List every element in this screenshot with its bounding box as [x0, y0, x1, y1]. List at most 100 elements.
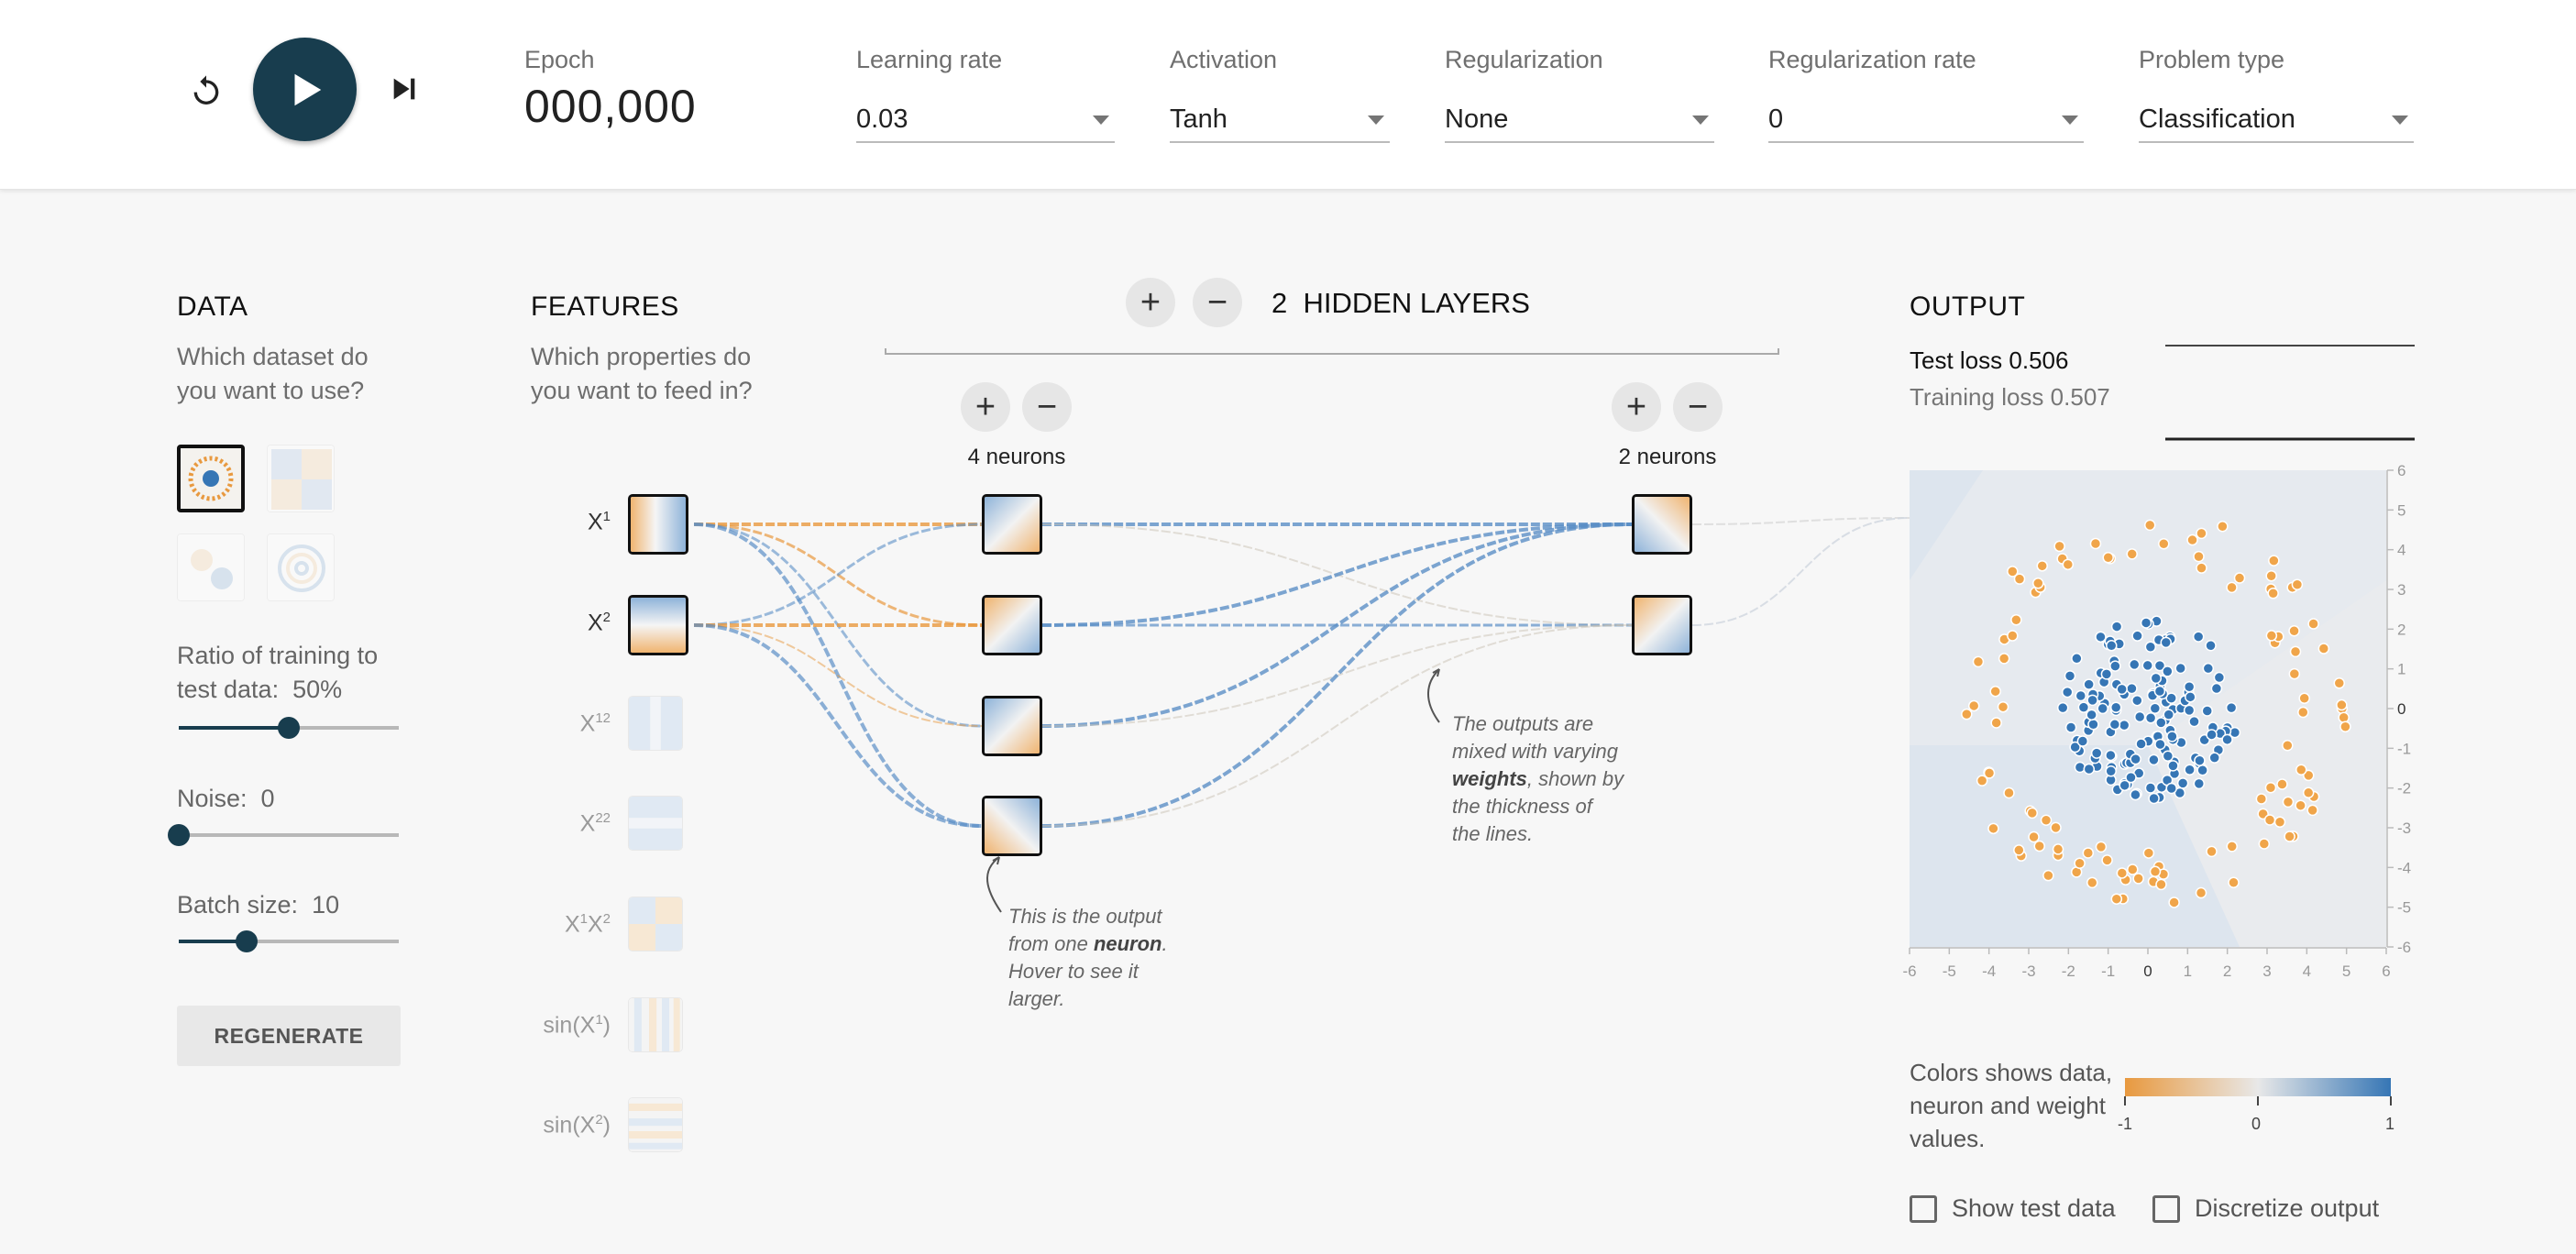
data-point [2131, 630, 2143, 642]
weight-link[interactable] [693, 522, 983, 627]
hidden-neuron-layer1[interactable] [982, 796, 1042, 856]
weight-link[interactable] [693, 522, 983, 627]
data-point [2226, 581, 2238, 594]
regularization-rate-value[interactable]: 0 [1768, 103, 2084, 143]
data-point [2116, 683, 2128, 696]
remove-neuron-layer1-button[interactable]: − [1022, 382, 1072, 432]
regularization-select[interactable]: Regularization None [1445, 46, 1714, 143]
data-point [2183, 704, 2196, 717]
data-point [2160, 636, 2172, 649]
dataset-circle[interactable] [177, 445, 245, 512]
feature-node[interactable] [628, 595, 688, 655]
data-heading: DATA [177, 292, 248, 322]
weight-link[interactable] [1041, 522, 1633, 627]
data-point [2133, 710, 2146, 723]
x-tick-label: -3 [2021, 962, 2035, 980]
data-point [2206, 845, 2218, 858]
data-point [2273, 816, 2286, 829]
noise-caption: Noise: [177, 785, 248, 812]
add-neuron-layer1-button[interactable]: + [961, 382, 1010, 432]
checkbox-box[interactable] [1910, 1194, 1937, 1223]
regularization-rate-select[interactable]: Regularization rate 0 [1768, 46, 2084, 143]
data-point [2306, 804, 2318, 817]
minus-icon: − [1036, 388, 1058, 426]
problem-type-select[interactable]: Problem type Classification [2139, 46, 2414, 143]
decision-boundary [1910, 470, 2386, 947]
x-tick-label: -5 [1943, 962, 1956, 980]
add-layer-button[interactable]: + [1126, 278, 1175, 327]
data-point [2126, 548, 2138, 560]
reset-button[interactable] [182, 66, 231, 116]
slider-thumb[interactable] [168, 824, 190, 846]
hidden-neuron-layer1[interactable] [982, 696, 1042, 756]
weight-link[interactable] [1041, 523, 1633, 626]
activation-select[interactable]: Activation Tanh [1170, 46, 1390, 143]
feature-node[interactable] [628, 896, 683, 952]
feature-node[interactable] [628, 696, 683, 751]
data-point [2150, 672, 2163, 685]
heatmap-region [1910, 470, 2386, 745]
data-point [2155, 878, 2167, 891]
weight-link[interactable] [693, 522, 983, 828]
activation-value[interactable]: Tanh [1170, 103, 1390, 143]
weights-note-arrow [1427, 668, 1440, 723]
epoch-value: 000,000 [524, 81, 697, 132]
problem-type-value[interactable]: Classification [2139, 103, 2414, 143]
checkbox-box[interactable] [2152, 1194, 2180, 1223]
step-icon [393, 78, 415, 100]
ratio-slider[interactable] [179, 717, 399, 739]
play-button[interactable] [253, 38, 357, 141]
weight-link[interactable] [1691, 517, 1911, 525]
feature-node[interactable] [628, 1097, 683, 1152]
dataset-spiral[interactable] [267, 534, 335, 601]
remove-neuron-layer2-button[interactable]: − [1673, 382, 1723, 432]
hidden-neuron-layer2[interactable] [1632, 494, 1692, 555]
weight-link[interactable] [693, 623, 983, 828]
show-test-data-checkbox[interactable]: Show test data [1910, 1194, 2116, 1223]
note-line: the thickness of [1452, 795, 1592, 818]
regularization-value[interactable]: None [1445, 103, 1714, 143]
batch-size-slider[interactable] [179, 930, 399, 952]
hidden-neuron-layer1[interactable] [982, 494, 1042, 555]
dataset-xor[interactable] [267, 445, 335, 512]
regenerate-button[interactable]: REGENERATE [177, 1006, 401, 1066]
data-point [2201, 705, 2213, 717]
x-tick-label: 0 [2143, 962, 2152, 980]
data-point [2336, 698, 2348, 711]
weight-link[interactable] [693, 522, 983, 728]
data-point [2036, 560, 2048, 572]
hidden-neuron-layer2[interactable] [1632, 595, 1692, 655]
data-point [2149, 865, 2162, 878]
remove-layer-button[interactable]: − [1193, 278, 1242, 327]
data-point [2217, 521, 2229, 533]
data-point [2149, 702, 2162, 715]
epoch-label: Epoch [524, 46, 595, 73]
feature-node[interactable] [628, 494, 688, 555]
learning-rate-value[interactable]: 0.03 [856, 103, 1115, 143]
noise-slider[interactable] [168, 824, 399, 846]
training-loss: Training loss 0.507 [1910, 383, 2110, 412]
dataset-gaussian[interactable] [177, 534, 245, 601]
ratio-caption: test data: [177, 676, 280, 703]
data-point [2205, 640, 2217, 652]
weight-link[interactable] [1041, 522, 1633, 728]
slider-thumb[interactable] [236, 930, 259, 952]
hidden-neuron-layer1[interactable] [982, 595, 1042, 655]
data-point [2162, 666, 2174, 677]
play-icon [294, 73, 321, 105]
feature-node[interactable] [628, 997, 683, 1052]
feature-node[interactable] [628, 796, 683, 851]
data-point [1987, 822, 1999, 835]
weight-link[interactable] [1691, 517, 1911, 626]
slider-thumb[interactable] [278, 717, 300, 739]
add-neuron-layer2-button[interactable]: + [1612, 382, 1661, 432]
data-point [2196, 562, 2207, 574]
learning-rate-select[interactable]: Learning rate 0.03 [856, 46, 1115, 143]
data-point [2032, 578, 2044, 589]
plus-icon: + [1625, 388, 1647, 426]
discretize-output-checkbox[interactable]: Discretize output [2152, 1194, 2379, 1223]
data-point [2010, 613, 2022, 626]
step-button[interactable] [381, 66, 427, 112]
output-heatmap[interactable]: -6 -6 -5 -5 -4 -4 -3 -3 -2 -2 -1 -1 0 0 1 1 2 2 3 3 4 4 5 5 6 6 [1898, 458, 2448, 999]
weight-link[interactable] [693, 624, 983, 727]
